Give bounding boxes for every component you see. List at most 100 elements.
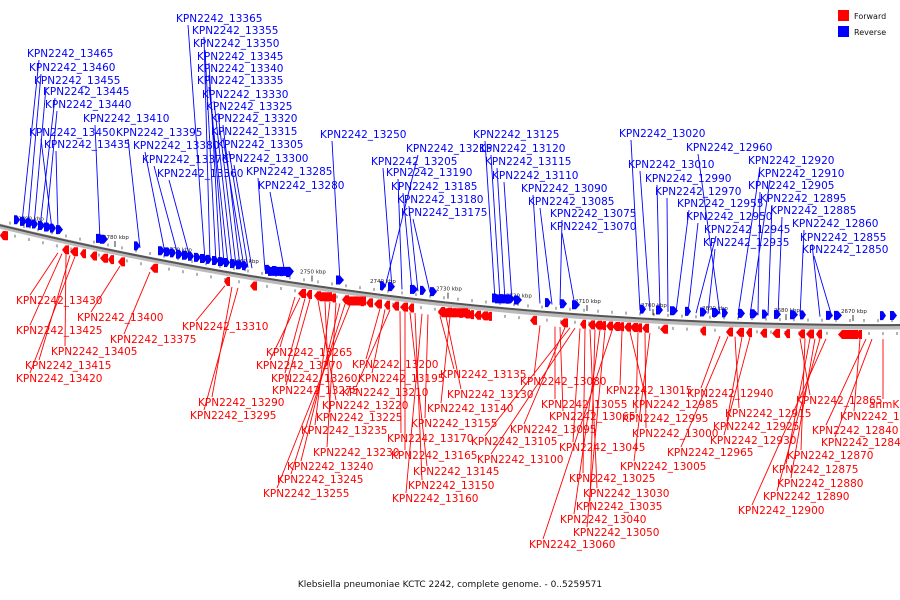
gene-label-KPN2242_12905: KPN2242_12905 [748,180,834,192]
gene-arrow-f31 [474,310,481,320]
gene-arrow-r39 [545,298,551,308]
gene-arrow-r54 [800,310,806,320]
gene-arrow-f55 [798,329,805,339]
gene-label-KPN2242_13060: KPN2242_13060 [529,539,615,551]
gene-label-KPN2242_13135: KPN2242_13135 [440,369,526,381]
tick-label: 2730 kbp [436,287,462,293]
gene-arrow-r34 [430,287,437,297]
gene-label-KPN2242_12990: KPN2242_12990 [645,173,731,185]
gene-label-KPN2242_13075: KPN2242_13075 [550,208,636,220]
gene-label-KPN2242_13245: KPN2242_13245 [277,474,363,486]
gene-arrow-f30 [468,310,474,320]
gene-label-KPN2242_12920: KPN2242_12920 [748,155,834,167]
gene-arrow-f32 [480,311,488,321]
gene-label-KPN2242_13400: KPN2242_13400 [77,312,163,324]
gene-label-KPN2242_13165: KPN2242_13165 [391,450,477,462]
leader-line-KPN2242_13205 [382,167,393,289]
leader-line-KPN2242_13260 [284,298,306,374]
gene-label-KPN2242_12870: KPN2242_12870 [787,450,873,462]
gene-arrow-f54 [784,329,790,339]
gene-arrow-r18 [206,254,212,264]
gene-arrow-f40 [606,321,613,331]
gene-arrow-f10 [250,281,257,291]
gene-label-KPN2242_13050: KPN2242_13050 [573,527,659,539]
gene-arrow-f19 [366,298,373,308]
gene-arrow-r52 [774,309,781,319]
gene-label-KPN2242_12835: KPN2242_12835 [840,411,900,423]
leader-line-KPN2242_13035 [589,329,596,502]
gene-label-KPN2242_13125: KPN2242_13125 [473,129,559,141]
gene-label-KPN2242_12860: KPN2242_12860 [792,218,878,230]
gene-arrow-f3 [80,249,86,259]
leader-line-KPN2242_13070 [561,232,576,307]
gene-arrow-r45 [685,306,691,316]
leader-line-KPN2242_13115 [496,167,506,301]
gene-label-KPN2242_13270: KPN2242_13270 [256,360,342,372]
gene-label-KPN2242_13430: KPN2242_13430 [16,295,102,307]
leader-line-KPN2242_13065 [559,327,564,412]
tick-label: 2780 kbp [103,235,129,241]
leader-line-KPN2242_13370 [153,165,179,256]
gene-label-KPN2242_12970: KPN2242_12970 [655,186,741,198]
gene-label-KPN2242_12880: KPN2242_12880 [777,478,863,490]
leader-line-KPN2242_13430 [29,252,59,296]
gene-arrow-r32 [410,284,418,294]
leader-line-KPN2242_13365 [187,24,206,261]
gene-label-KPN2242_13195: KPN2242_13195 [358,373,444,385]
gene-arrow-f57 [816,329,822,339]
leader-line-KPN2242_13080 [533,325,541,377]
gene-label-KPN2242_13200: KPN2242_13200 [352,359,438,371]
leader-line-KPN2242_12965 [680,336,729,448]
gene-arrow-f38 [594,320,602,330]
leader-lines [21,24,884,540]
gene-arrow-f45 [636,323,642,333]
genome-backbone [0,223,900,330]
legend-label-forward: Forward [854,12,886,21]
leader-line-KPN2242_13285 [257,177,266,271]
leader-line-KPN2242_12970 [666,197,669,312]
gene-label-KPN2242_12985: KPN2242_12985 [632,399,718,411]
gene-label-KPN2242_12940: KPN2242_12940 [687,388,773,400]
gene-arrow-r49 [738,308,745,318]
gene-arrow-f35 [560,318,568,328]
gene-label-KPN2242_13015: KPN2242_13015 [606,385,692,397]
gene-label-KPN2242_13380: KPN2242_13380 [133,140,219,152]
gene-arrow-f34 [530,315,537,325]
leader-line-KPN2242_13195 [371,309,386,374]
gene-arrow-r9 [134,241,140,251]
leader-line-KPN2242_12960 [697,153,721,315]
gene-label-KPN2242_13030: KPN2242_13030 [583,488,669,500]
leader-line-KPN2242_12910 [749,179,771,316]
leader-line-KPN2242_13305 [228,150,249,268]
gene-arrow-f23 [400,302,408,312]
leader-line-KPN2242_13440 [45,110,58,229]
gene-arrow-f42 [618,322,624,332]
tick-label: 2790 kbp [18,216,44,222]
gene-label-KPN2242_13180: KPN2242_13180 [397,194,483,206]
leader-line-KPN2242_13200 [365,308,381,360]
gene-label-KPN2242_12885: KPN2242_12885 [770,205,856,217]
gene-arrow-f49 [726,327,733,337]
leader-line-KPN2242_13120 [490,154,501,300]
gene-label-KPN2242_13210: KPN2242_13210 [342,387,428,399]
gene-arrow-fw3 [438,308,468,318]
leader-line-KPN2242_13175 [412,218,431,293]
gene-label-KPN2242_13330: KPN2242_13330 [202,89,288,101]
leader-line-KPN2242_13015 [619,331,623,386]
leader-line-KPN2242_13445 [39,97,56,227]
gene-label-KPN2242_13040: KPN2242_13040 [560,514,646,526]
gene-arrow-r55 [826,310,833,320]
leader-line-KPN2242_13265 [279,296,296,348]
leader-line-KPN2242_13360 [168,179,191,258]
leader-line-KPN2242_13245 [290,303,346,475]
gene-arrow-f37 [588,320,595,330]
gene-label-KPN2242_12950: KPN2242_12950 [686,211,772,223]
leader-line-KPN2242_13410 [94,124,101,240]
gene-label-KPN2242_13370: KPN2242_13370 [142,154,228,166]
gene-arrow-r16 [194,252,201,262]
leader-line-KPN2242_13005 [633,332,651,462]
gene-arrow-r44 [670,306,678,316]
gene-label-KPN2242_13300: KPN2242_13300 [222,153,308,165]
gene-arrow-r58 [890,311,897,321]
tick-label: 2680 kbp [774,308,800,314]
